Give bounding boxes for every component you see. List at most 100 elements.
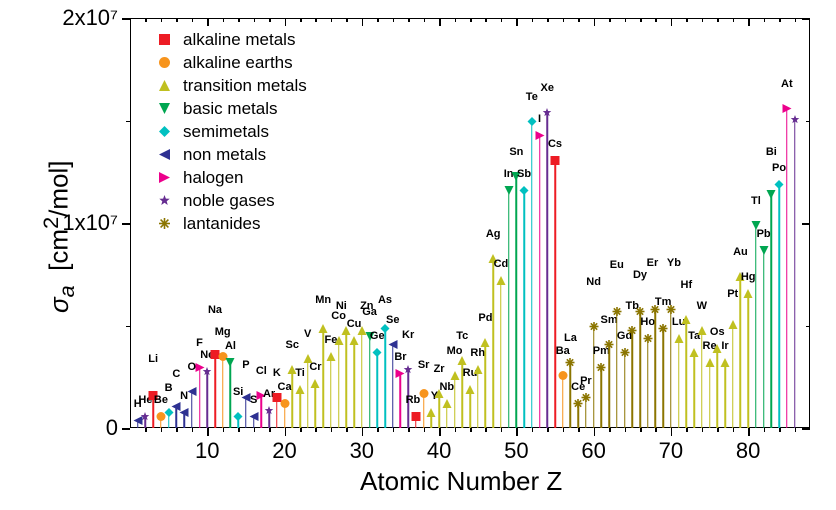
element-label: W (697, 300, 707, 312)
element-label: Xe (541, 82, 554, 94)
legend-item: alkaline metals (155, 28, 307, 51)
stem (763, 252, 765, 428)
stem (384, 330, 386, 428)
legend-label: basic metals (183, 99, 277, 119)
element-label: Hg (741, 271, 756, 283)
data-marker (789, 112, 800, 130)
data-marker (410, 409, 421, 427)
element-label: Tl (751, 195, 761, 207)
data-marker (495, 273, 506, 291)
data-marker (758, 243, 769, 261)
element-label: Sc (286, 339, 299, 351)
element-label: Cs (548, 138, 562, 150)
square-icon (155, 31, 173, 49)
legend-item: non metals (155, 143, 307, 166)
legend-item: lantanides (155, 212, 307, 235)
triangle-up-icon (155, 77, 173, 95)
element-label: Al (225, 340, 236, 352)
data-marker (673, 331, 684, 349)
stem (686, 321, 688, 428)
element-label: Pb (757, 228, 771, 240)
data-marker (472, 362, 483, 380)
legend-label: alkaline earths (183, 53, 293, 73)
stem (593, 328, 595, 428)
data-marker (542, 105, 553, 123)
legend-label: noble gases (183, 191, 275, 211)
data-marker (642, 331, 653, 349)
data-marker (202, 364, 213, 382)
element-label: Bi (766, 146, 777, 158)
element-label: I (538, 113, 541, 125)
stem (639, 313, 641, 428)
data-marker (233, 409, 244, 427)
element-label: V (304, 328, 311, 340)
element-label: Po (772, 162, 786, 174)
circle-icon (155, 54, 173, 72)
data-marker (596, 360, 607, 378)
data-marker (310, 376, 321, 394)
diamond-icon (155, 123, 173, 141)
stem (531, 123, 533, 428)
stem (632, 332, 634, 428)
data-marker (179, 405, 190, 423)
element-label: B (165, 382, 173, 394)
data-marker (611, 304, 622, 322)
stem (624, 354, 626, 428)
data-marker (534, 128, 545, 146)
stem (670, 311, 672, 428)
data-marker (325, 349, 336, 367)
element-label: Co (331, 310, 346, 322)
stem (662, 330, 664, 428)
stem (214, 356, 216, 428)
element-label: Li (148, 353, 158, 365)
data-marker (140, 409, 151, 427)
element-label: F (196, 337, 203, 349)
stem (554, 162, 556, 429)
element-label: Ir (721, 340, 728, 352)
data-marker (186, 384, 197, 402)
element-label: Te (526, 91, 538, 103)
x-tick-label: 40 (427, 438, 451, 464)
legend-item: alkaline earths (155, 51, 307, 74)
data-marker (696, 323, 707, 341)
triangle-right-icon (155, 169, 173, 187)
legend-item: transition metals (155, 74, 307, 97)
stem (516, 178, 518, 428)
legend-item: semimetals (155, 120, 307, 143)
element-label: At (781, 78, 793, 90)
element-label: Kr (402, 329, 414, 341)
element-label: Cr (309, 361, 321, 373)
data-marker (720, 355, 731, 373)
x-tick-label: 10 (195, 438, 219, 464)
stem (778, 186, 780, 428)
element-label: Cd (494, 258, 509, 270)
element-label: Er (647, 257, 659, 269)
stem (338, 342, 340, 428)
element-label: Zr (434, 363, 445, 375)
stem (732, 326, 734, 429)
x-tick-label: 80 (736, 438, 760, 464)
element-label: Ca (278, 381, 292, 393)
data-marker (295, 382, 306, 400)
element-label: Ni (336, 300, 347, 312)
sigma-vs-z-chart: 102030405060708001x10⁷2x10⁷Atomic Number… (0, 0, 836, 510)
stem (678, 340, 680, 428)
element-label: Sn (509, 146, 523, 158)
x-tick-label: 20 (272, 438, 296, 464)
element-label: Pd (478, 312, 492, 324)
x-tick-label: 60 (581, 438, 605, 464)
element-label: Se (386, 314, 399, 326)
legend-label: halogen (183, 168, 244, 188)
x-axis-label: Atomic Number Z (360, 466, 562, 497)
data-marker (689, 345, 700, 363)
legend-label: non metals (183, 145, 266, 165)
legend-label: semimetals (183, 122, 269, 142)
legend: alkaline metalsalkaline earthstransition… (155, 28, 307, 235)
data-marker (627, 323, 638, 341)
stem (794, 121, 796, 429)
data-marker (418, 386, 429, 404)
element-label: Yb (667, 257, 681, 269)
element-label: Hf (681, 279, 693, 291)
stem (485, 344, 487, 428)
element-label: Os (710, 326, 725, 338)
